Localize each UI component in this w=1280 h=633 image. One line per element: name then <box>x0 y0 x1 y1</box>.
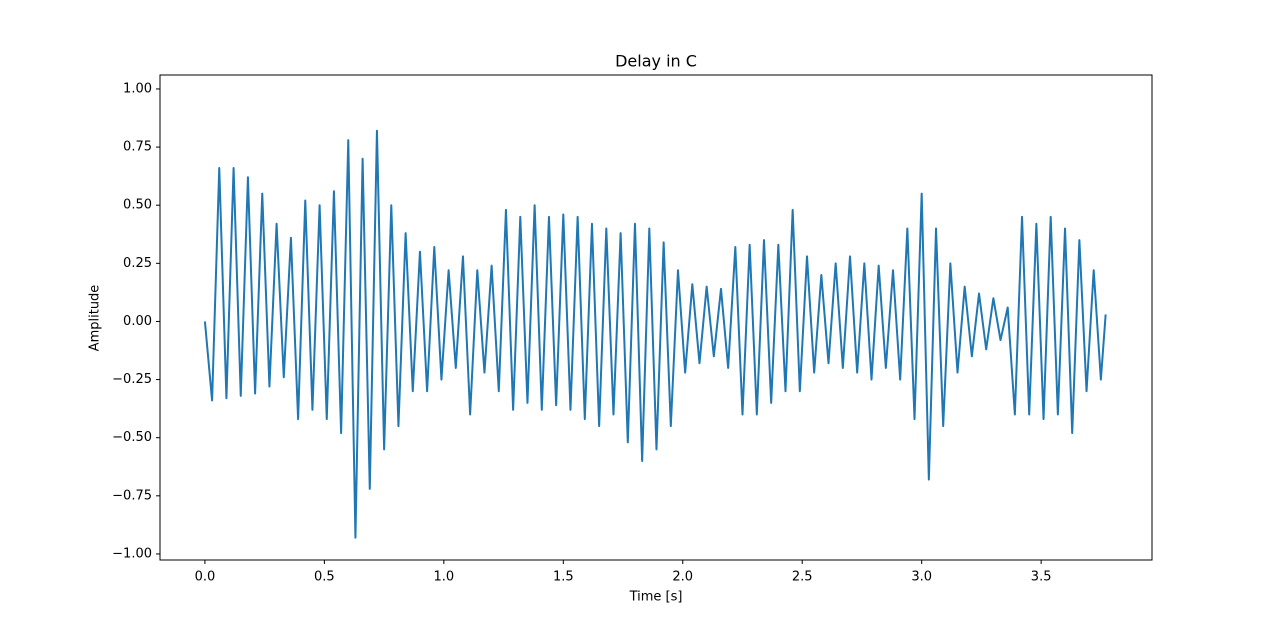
x-tick-label: 1.5 <box>553 570 574 585</box>
x-tick-label: 2.5 <box>792 570 813 585</box>
x-tick-label: 0.0 <box>195 570 216 585</box>
y-tick-label: −1.00 <box>112 546 152 561</box>
x-tick-label: 2.0 <box>672 570 693 585</box>
y-tick-label: −0.25 <box>112 372 152 387</box>
waveform-line <box>203 129 1107 539</box>
x-tick-label: 1.0 <box>433 570 454 585</box>
x-tick-label: 0.5 <box>314 570 335 585</box>
x-tick-label: 3.0 <box>911 570 932 585</box>
plot-area <box>203 129 1107 539</box>
y-tick-label: 0.50 <box>123 198 152 213</box>
chart-title: Delay in C <box>615 52 697 71</box>
x-axis-label: Time [s] <box>629 590 683 605</box>
axes-frame <box>159 74 1153 561</box>
y-tick-label: −0.75 <box>112 488 152 503</box>
x-tick-label: 3.5 <box>1031 570 1052 585</box>
y-tick-label: 0.25 <box>123 256 152 271</box>
y-axis-label: Amplitude <box>88 285 103 352</box>
y-tick-label: 1.00 <box>123 81 152 96</box>
y-tick-label: −0.50 <box>112 430 152 445</box>
y-tick-label: 0.00 <box>123 314 152 329</box>
y-tick-label: 0.75 <box>123 140 152 155</box>
